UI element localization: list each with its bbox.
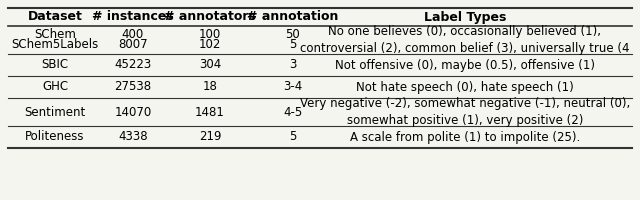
Text: 400: 400 bbox=[122, 28, 144, 42]
Text: 18: 18 bbox=[203, 80, 218, 94]
Text: Sentiment: Sentiment bbox=[24, 106, 86, 118]
Text: 1481: 1481 bbox=[195, 106, 225, 118]
Text: 45223: 45223 bbox=[115, 58, 152, 72]
Text: Label Types: Label Types bbox=[424, 10, 506, 23]
Text: SBIC: SBIC bbox=[42, 58, 68, 72]
Text: Politeness: Politeness bbox=[25, 130, 84, 144]
Text: Dataset: Dataset bbox=[28, 10, 83, 23]
Text: 5: 5 bbox=[289, 130, 297, 144]
Text: No one believes (0), occasionally believed (1),
controversial (2), common belief: No one believes (0), occasionally believ… bbox=[300, 25, 630, 55]
Text: 100: 100 bbox=[199, 28, 221, 42]
Text: 14070: 14070 bbox=[115, 106, 152, 118]
Text: GHC: GHC bbox=[42, 80, 68, 94]
Text: 50: 50 bbox=[285, 28, 300, 42]
Text: # instances: # instances bbox=[92, 10, 174, 23]
Text: 5: 5 bbox=[289, 38, 297, 51]
Text: 219: 219 bbox=[199, 130, 221, 144]
Text: # annotation: # annotation bbox=[247, 10, 339, 23]
Text: 4-5: 4-5 bbox=[284, 106, 303, 118]
Text: 27538: 27538 bbox=[115, 80, 152, 94]
Text: 102: 102 bbox=[199, 38, 221, 51]
Text: A scale from polite (1) to impolite (25).: A scale from polite (1) to impolite (25)… bbox=[350, 130, 580, 144]
Text: # annotators: # annotators bbox=[164, 10, 256, 23]
Text: Not hate speech (0), hate speech (1): Not hate speech (0), hate speech (1) bbox=[356, 80, 574, 94]
Text: SChem: SChem bbox=[34, 28, 76, 42]
Text: 8007: 8007 bbox=[118, 38, 148, 51]
Text: Not offensive (0), maybe (0.5), offensive (1): Not offensive (0), maybe (0.5), offensiv… bbox=[335, 58, 595, 72]
Text: SChem5Labels: SChem5Labels bbox=[12, 38, 99, 51]
Text: Very negative (-2), somewhat negative (-1), neutral (0),
somewhat positive (1), : Very negative (-2), somewhat negative (-… bbox=[300, 97, 630, 127]
Text: 3-4: 3-4 bbox=[284, 80, 303, 94]
Text: 4338: 4338 bbox=[118, 130, 148, 144]
Text: 3: 3 bbox=[289, 58, 297, 72]
Text: 304: 304 bbox=[199, 58, 221, 72]
